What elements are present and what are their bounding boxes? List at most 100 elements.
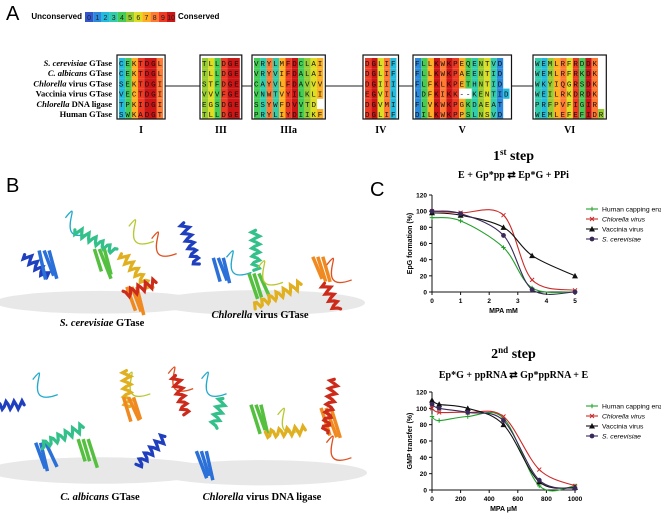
residue-cell [390,58,397,69]
text-part: DNA ligase [70,99,113,109]
residue-cell [440,109,447,120]
residue-cell [471,88,478,99]
residue-cell [585,68,592,79]
residue-cell [440,58,447,69]
residue-cell [446,68,453,79]
residue-cell [446,98,453,109]
residue-cell [503,88,510,99]
residue-cell [541,88,548,99]
marker [501,233,506,238]
residue-cell [490,98,497,109]
legend-label: Chlorella virus [602,414,646,421]
residue-cell [310,109,317,120]
scale-number: 4 [120,15,124,22]
marker [429,215,435,220]
shadow [157,460,367,486]
residue-cell [427,98,434,109]
strand [252,272,264,298]
residue-cell [233,88,240,99]
helix [168,374,192,417]
residue-cell [150,109,157,120]
residue-cell [233,109,240,120]
marker [429,414,435,419]
sequence: CAYVLFDAVVV [254,81,323,89]
residue-cell [208,88,215,99]
residue-cell [298,78,305,89]
residue-cell [317,109,324,120]
residue-cell [427,68,434,79]
residue-cell [415,88,422,99]
strand [92,248,104,272]
marker [536,477,542,483]
residue-cell [484,88,491,99]
y-tick-label: 40 [420,257,428,264]
text-part: GTase [87,68,112,78]
series-line [431,212,576,277]
scale-box [109,12,118,22]
residue-cell [490,88,497,99]
strand [204,450,215,481]
sequence: WEMLRFRDDK [535,61,597,69]
italic-part: Chlorella [203,492,244,503]
scale-number: 9 [161,15,165,22]
residue-cell [266,78,273,89]
strand [34,442,47,470]
italic-part: Chlorella [33,78,67,88]
residue-cell [553,109,561,120]
residue-cell [371,98,378,109]
residue-cell [150,68,157,79]
residue-cell [585,58,592,69]
residue-cell [227,68,234,79]
residue-cell [156,98,164,109]
sequence: PRFPVFIGIR [535,102,597,110]
residue-cell [591,68,598,79]
residue-cell [459,88,466,99]
residue-cell [560,98,567,109]
residue-cell [298,98,305,109]
residue-cell [452,58,460,69]
helix [134,432,167,469]
shadow [0,457,212,484]
residue-cell [260,98,267,109]
residue-cell [547,58,554,69]
residue-cell [383,68,391,79]
residue-cell [541,58,548,69]
residue-cell [421,98,428,109]
residue-cell [233,78,240,89]
y-tick-label: 100 [416,406,427,413]
strand [131,396,143,420]
residue-cell [137,88,145,99]
residue-cell [459,109,466,120]
sequence: TPKIDGI [119,102,162,110]
residue-cell [535,68,542,79]
loop [325,435,352,461]
marker [501,414,506,419]
residue-cell [383,88,391,99]
motif-box [199,54,243,120]
residue-cell [484,68,491,79]
text-part: GTase [109,492,140,503]
residue-cell [254,109,261,120]
residue-cell [553,78,561,89]
loop [32,372,58,398]
residue-cell [541,98,548,109]
strand [311,256,324,280]
label: Chlorella virus GTase [33,78,112,88]
residue-cell [304,78,311,89]
scale-box [126,12,135,22]
residue-cell [452,68,460,79]
sequence: VVVFGE [202,92,239,100]
residue-cell [452,88,460,99]
marker [429,401,435,407]
scale-box [150,12,159,22]
y-tick-label: 120 [416,390,427,397]
residue-cell [125,78,132,89]
residue-cell [377,109,384,120]
text-part: Human GTase [60,109,113,119]
text-part: virus GTase [66,78,112,88]
residue-cell [233,58,240,69]
x-tick-label: 200 [455,496,466,503]
residue-cell [144,58,151,69]
strand [37,250,48,280]
marker [436,401,443,407]
